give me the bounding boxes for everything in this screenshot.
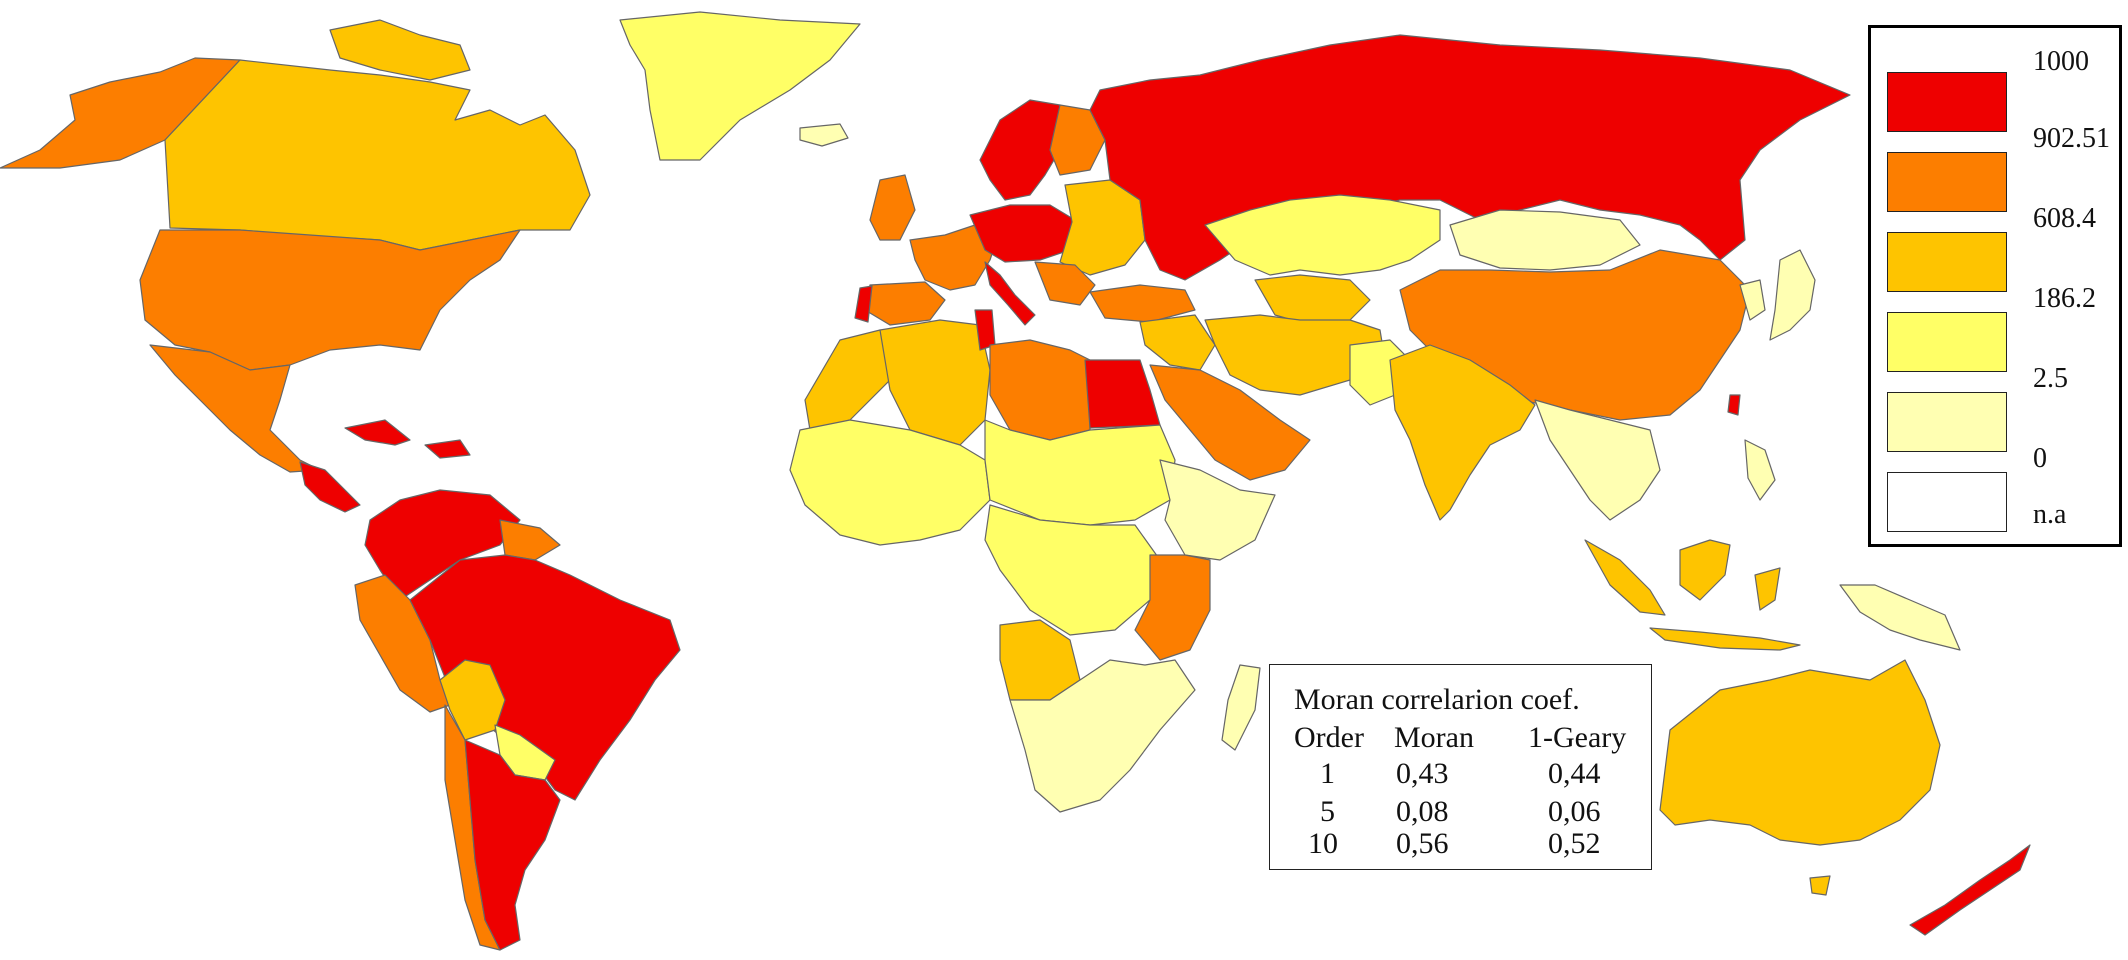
legend-swatch-class-2 (1887, 152, 2007, 212)
moran-value: 0,43 (1396, 757, 1449, 790)
region-egypt (1084, 359, 1161, 429)
region-sahel (984, 419, 1176, 526)
legend: 1000 902.51 608.4 186.2 2.5 0 n.a (1868, 25, 2122, 547)
geary-value: 0,44 (1548, 757, 1601, 790)
legend-break-label: 186.2 (2033, 283, 2096, 314)
region-central-america (299, 461, 361, 513)
geary-value: 0,06 (1548, 795, 1601, 828)
region-alaska (0, 57, 241, 169)
region-indonesia-borneo (1679, 539, 1731, 601)
order-value: 10 (1308, 827, 1338, 860)
region-madagascar (1221, 664, 1261, 751)
region-portugal (854, 285, 873, 323)
region-spain (864, 281, 946, 326)
header-order: Order (1294, 721, 1364, 754)
region-cuba (344, 419, 411, 446)
region-arabia (1149, 364, 1311, 481)
legend-na-label: n.a (2033, 499, 2067, 530)
region-new-zealand (1909, 844, 2031, 936)
order-value: 5 (1320, 795, 1335, 828)
region-balkans (1034, 261, 1096, 306)
legend-swatch-class-3 (1887, 232, 2007, 292)
region-horn-of-africa (1159, 459, 1276, 561)
region-canadian-arctic (329, 19, 471, 81)
legend-break-label: 1000 (2033, 46, 2089, 77)
region-japan (1769, 249, 1816, 341)
region-libya (989, 339, 1091, 441)
region-mongolia (1449, 209, 1641, 271)
region-southern-africa (1009, 659, 1196, 813)
region-united-states (139, 229, 521, 371)
moran-table-row: 1 0,43 0,44 (1270, 757, 1651, 791)
geary-value: 0,52 (1548, 827, 1601, 860)
legend-swatch-class-5 (1887, 392, 2007, 452)
region-east-africa (1134, 554, 1211, 661)
region-tasmania (1809, 875, 1831, 896)
moran-correlation-table: Moran correlarion coef. Order Moran 1-Ge… (1269, 664, 1652, 870)
region-algeria (879, 319, 991, 446)
region-indonesia-islands (1649, 627, 1801, 651)
region-korea (1739, 279, 1766, 321)
region-greenland (619, 11, 861, 161)
region-philippines (1744, 439, 1776, 501)
order-value: 1 (1320, 757, 1335, 790)
region-british-isles (869, 174, 916, 241)
legend-break-label: 0 (2033, 443, 2047, 474)
moran-table-header-row: Order Moran 1-Geary (1270, 721, 1651, 755)
region-central-africa (984, 504, 1161, 636)
region-canada (164, 59, 591, 251)
region-india (1389, 344, 1536, 521)
region-iceland (799, 123, 849, 147)
region-kazakhstan (1204, 194, 1441, 276)
region-australia (1659, 659, 1941, 846)
region-bolivia (439, 659, 506, 741)
legend-break-label: 902.51 (2033, 123, 2110, 154)
region-west-africa (789, 419, 991, 546)
moran-value: 0,08 (1396, 795, 1449, 828)
region-indonesia-sulawesi (1754, 567, 1781, 611)
region-norway-sweden (979, 99, 1076, 201)
region-taiwan (1727, 394, 1741, 416)
region-guianas (499, 519, 561, 561)
header-geary: 1-Geary (1528, 721, 1627, 754)
moran-table-row: 10 0,56 0,52 (1270, 827, 1651, 861)
header-moran: Moran (1394, 721, 1474, 754)
region-southeast-asia (1534, 399, 1661, 521)
legend-break-label: 2.5 (2033, 363, 2068, 394)
legend-swatch-class-4 (1887, 312, 2007, 372)
region-argentina (464, 739, 561, 951)
region-papua-new-guinea (1839, 584, 1961, 651)
region-indonesia-sumatra (1584, 539, 1666, 616)
region-italy (984, 261, 1036, 326)
legend-swatch-class-1 (1887, 72, 2007, 132)
region-mexico (149, 344, 321, 473)
region-iraq-syria (1139, 314, 1216, 371)
region-colombia-venezuela (364, 489, 521, 601)
region-turkey (1089, 284, 1196, 323)
region-hispaniola (424, 439, 471, 459)
region-western-europe (909, 224, 1001, 291)
moran-value: 0,56 (1396, 827, 1449, 860)
region-central-asia (1254, 274, 1371, 326)
moran-table-row: 5 0,08 0,06 (1270, 795, 1651, 829)
legend-break-label: 608.4 (2033, 203, 2096, 234)
legend-swatch-class-6 (1887, 472, 2007, 532)
moran-table-title: Moran correlarion coef. (1294, 683, 1580, 716)
